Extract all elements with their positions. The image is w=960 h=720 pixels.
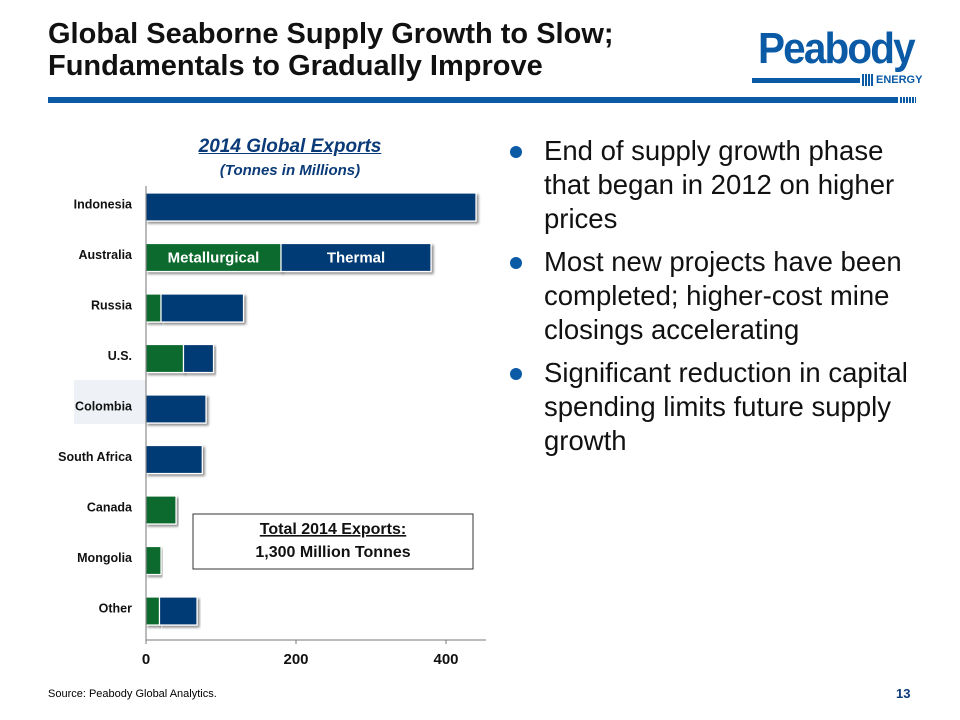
category-label: South Africa	[58, 450, 133, 464]
bar-thermal-indonesia	[145, 192, 477, 222]
category-label: Other	[99, 601, 132, 615]
bar-thermal-russia	[160, 293, 245, 323]
bullet-text: End of supply growth phase that began in…	[544, 135, 895, 234]
logo-subtext: ENERGY	[876, 74, 923, 86]
logo-wordmark: Peabody	[758, 24, 916, 73]
bullet-list: End of supply growth phase that began in…	[508, 134, 928, 467]
bar-thermal-other	[158, 596, 198, 626]
series-label-thermal: Thermal	[327, 249, 385, 266]
logo-sub-row: ENERGY	[752, 74, 922, 88]
bar-metallurgical-mongolia	[145, 545, 162, 576]
chart-subtitle: (Tonnes in Millions)	[219, 162, 361, 179]
bar-metallurgical-u-s-	[145, 343, 185, 374]
category-label: Russia	[91, 298, 133, 312]
category-label: U.S.	[108, 349, 132, 363]
bullet-item: Most new projects have been completed; h…	[508, 245, 928, 347]
bar-thermal-colombia	[145, 394, 207, 424]
bullet-item: End of supply growth phase that began in…	[508, 134, 928, 236]
total-exports-box	[192, 513, 474, 570]
chart-title: 2014 Global Exports	[198, 136, 382, 157]
bar-metallurgical-russia	[145, 293, 162, 323]
category-label: Canada	[87, 500, 133, 514]
peabody-logo: Peabody ENERGY	[752, 24, 922, 88]
logo-lines-icon	[862, 74, 874, 86]
category-label: Indonesia	[74, 197, 133, 211]
bullet-text: Significant reduction in capital spendin…	[544, 357, 908, 456]
bar-metallurgical-other	[145, 596, 161, 626]
x-tick-label: 200	[283, 651, 308, 668]
source-note: Source: Peabody Global Analytics.	[48, 688, 217, 700]
title-divider	[48, 97, 898, 103]
total-exports-heading: Total 2014 Exports:	[260, 521, 406, 538]
logo-bar	[752, 78, 860, 83]
slide-title: Global Seaborne Supply Growth to Slow; F…	[48, 18, 748, 82]
bullet-dot-icon	[510, 368, 522, 380]
bar-thermal-australia	[280, 242, 432, 273]
category-label: Colombia	[75, 399, 133, 413]
x-tick-label: 400	[433, 651, 458, 668]
page-number: 13	[896, 686, 911, 701]
divider-ticks	[900, 97, 916, 103]
x-tick-label: 0	[142, 651, 150, 668]
category-highlight	[74, 380, 146, 424]
slide-title-line-2: Fundamentals to Gradually Improve	[48, 50, 543, 82]
bullet-dot-icon	[510, 257, 522, 269]
bar-thermal-south-africa	[145, 444, 203, 475]
bullet-dot-icon	[510, 146, 522, 158]
bar-thermal-u-s-	[182, 343, 215, 374]
category-label: Mongolia	[77, 551, 133, 565]
bullet-text: Most new projects have been completed; h…	[544, 246, 902, 345]
category-label: Australia	[79, 248, 134, 262]
bar-metallurgical-canada	[145, 495, 177, 525]
slide-title-line-1: Global Seaborne Supply Growth to Slow;	[48, 18, 614, 50]
total-exports-value: 1,300 Million Tonnes	[255, 544, 410, 561]
series-label-metallurgical: Metallurgical	[168, 249, 260, 266]
bullet-item: Significant reduction in capital spendin…	[508, 356, 928, 458]
